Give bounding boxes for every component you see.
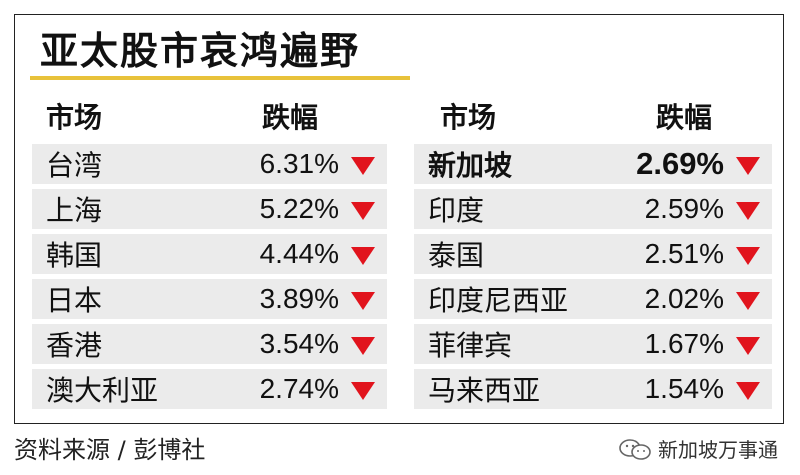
market-name: 泰国 bbox=[428, 239, 485, 272]
market-name: 香港 bbox=[46, 329, 103, 362]
wechat-icon bbox=[619, 438, 651, 460]
page-title: 亚太股市哀鸿遍野 bbox=[40, 29, 361, 73]
market-name: 马来西亚 bbox=[428, 374, 541, 407]
market-name: 台湾 bbox=[46, 149, 103, 182]
table-frame bbox=[14, 14, 784, 424]
down-triangle-icon bbox=[736, 292, 760, 310]
right-header-market: 市场 bbox=[440, 101, 497, 134]
left-row: 澳大利亚 2.74% bbox=[32, 369, 387, 409]
right-market-table: 新加坡 2.69% 印度 2.59% 泰国 2.51% 印度尼西亚 2.02% 菲律宾 1.67%… bbox=[414, 144, 772, 414]
watermark-text: 新加坡万事通 bbox=[658, 438, 778, 462]
down-triangle-icon bbox=[351, 247, 375, 265]
down-triangle-icon bbox=[351, 337, 375, 355]
left-row: 香港 3.54% bbox=[32, 324, 387, 364]
left-row: 上海 5.22% bbox=[32, 189, 387, 229]
down-triangle-icon bbox=[351, 202, 375, 220]
drop-percent: 5.22% bbox=[259, 193, 339, 224]
down-triangle-icon bbox=[736, 337, 760, 355]
market-name: 日本 bbox=[46, 284, 103, 317]
left-row: 韩国 4.44% bbox=[32, 234, 387, 274]
market-name: 印度 bbox=[428, 194, 485, 227]
right-row: 马来西亚 1.54% bbox=[414, 369, 772, 409]
right-row: 印度尼西亚 2.02% bbox=[414, 279, 772, 319]
drop-percent: 3.89% bbox=[259, 283, 339, 314]
down-triangle-icon bbox=[351, 157, 375, 175]
market-name: 菲律宾 bbox=[428, 329, 513, 362]
market-name: 印度尼西亚 bbox=[428, 284, 569, 317]
left-header-drop: 跌幅 bbox=[262, 101, 319, 134]
title-underline bbox=[30, 76, 410, 80]
right-row: 印度 2.59% bbox=[414, 189, 772, 229]
market-name: 澳大利亚 bbox=[46, 374, 159, 407]
left-header-market: 市场 bbox=[46, 101, 103, 134]
drop-percent: 2.69% bbox=[636, 146, 724, 181]
market-name: 上海 bbox=[46, 194, 103, 227]
drop-percent: 2.51% bbox=[644, 238, 724, 269]
down-triangle-icon bbox=[736, 202, 760, 220]
drop-percent: 4.44% bbox=[259, 238, 339, 269]
right-header-drop: 跌幅 bbox=[656, 101, 713, 134]
drop-percent: 2.74% bbox=[259, 373, 339, 404]
left-market-table: 台湾 6.31% 上海 5.22% 韩国 4.44% 日本 3.89% 香港 3.54% 澳大利亚 2… bbox=[32, 144, 387, 414]
right-row: 新加坡 2.69% bbox=[414, 144, 772, 184]
drop-percent: 1.67% bbox=[644, 328, 724, 359]
drop-percent: 2.59% bbox=[644, 193, 724, 224]
right-row: 菲律宾 1.67% bbox=[414, 324, 772, 364]
down-triangle-icon bbox=[736, 247, 760, 265]
down-triangle-icon bbox=[351, 292, 375, 310]
drop-percent: 6.31% bbox=[259, 148, 339, 179]
right-row: 泰国 2.51% bbox=[414, 234, 772, 274]
left-row: 台湾 6.31% bbox=[32, 144, 387, 184]
watermark: 新加坡万事通 bbox=[618, 434, 778, 463]
drop-percent: 3.54% bbox=[259, 328, 339, 359]
down-triangle-icon bbox=[736, 382, 760, 400]
left-row: 日本 3.89% bbox=[32, 279, 387, 319]
down-triangle-icon bbox=[351, 382, 375, 400]
drop-percent: 1.54% bbox=[644, 373, 724, 404]
down-triangle-icon bbox=[736, 157, 760, 175]
drop-percent: 2.02% bbox=[644, 283, 724, 314]
market-name: 新加坡 bbox=[428, 149, 513, 182]
source-note: 资料来源 / 彭博社 bbox=[14, 436, 206, 464]
market-name: 韩国 bbox=[46, 239, 103, 272]
